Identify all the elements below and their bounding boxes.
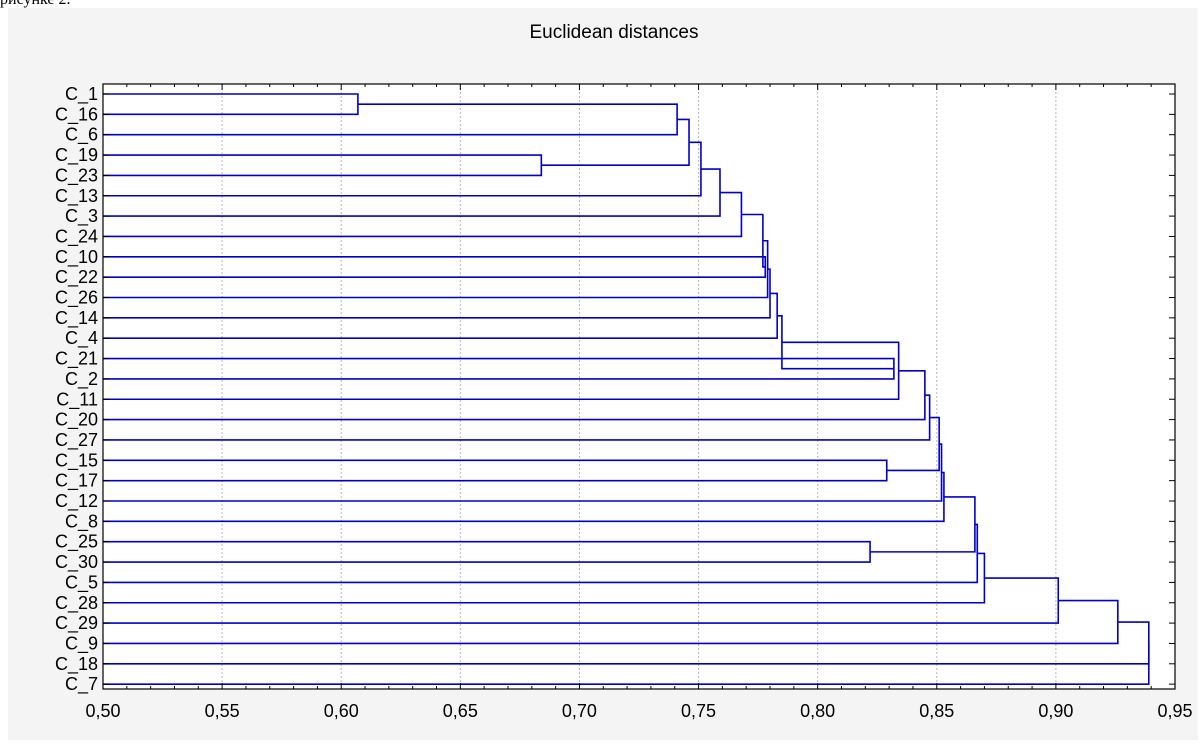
dendrogram-chart: Euclidean distances C_1C_16C_6C_19C_23C_… <box>8 8 1198 740</box>
leaf-label: C_8 <box>65 511 98 532</box>
leaf-label: C_28 <box>55 593 98 614</box>
page-text-fragment: рисунке 2. <box>0 0 71 9</box>
x-tick-label: 0,95 <box>1157 701 1192 721</box>
dendrogram-link <box>103 443 943 502</box>
leaf-label: C_30 <box>55 552 98 573</box>
dendrogram-link <box>103 642 1150 685</box>
leaf-label: C_10 <box>55 247 98 268</box>
leaf-label: C_12 <box>55 491 98 512</box>
plot-area <box>103 84 1175 689</box>
leaf-label: C_11 <box>56 389 98 410</box>
dendrogram-links <box>103 93 1150 685</box>
x-tick-label: 0,75 <box>681 701 716 721</box>
axis-ticks <box>102 84 1176 689</box>
leaf-label: C_24 <box>55 226 98 247</box>
x-tick-label: 0,85 <box>919 701 954 721</box>
plot-frame <box>102 83 1176 690</box>
dendrogram-link <box>103 256 767 278</box>
dendrogram-link <box>777 315 894 370</box>
leaf-label: C_3 <box>65 206 98 227</box>
x-tick-labels: 0,50 0,55 0,60 0,65 0,70 0,75 0,80 0,85 0,90 0,95 <box>85 701 1192 721</box>
leaf-label: C_4 <box>65 328 98 349</box>
x-tick-label: 0,60 <box>324 701 359 721</box>
x-tick-label: 0,80 <box>800 701 835 721</box>
leaf-label: C_2 <box>65 369 98 390</box>
dendrogram-link <box>103 357 895 380</box>
leaf-label: C_1 <box>65 84 98 105</box>
leaf-label: C_9 <box>65 633 98 654</box>
dendrogram-figure: Euclidean distances C_1 C_16 C_6 C_19 C_23 C_… <box>8 8 1198 740</box>
leaf-label: C_25 <box>55 532 98 553</box>
leaf-label: C_15 <box>55 450 98 471</box>
dendrogram-link <box>103 577 1060 624</box>
x-tick-label: 0,55 <box>205 701 240 721</box>
leaf-label: C_21 <box>55 349 98 370</box>
leaf-label: C_6 <box>65 125 98 146</box>
x-tick-label: 0,65 <box>443 701 478 721</box>
leaf-label: C_20 <box>55 410 98 431</box>
leaf-label: C_19 <box>55 145 98 166</box>
chart-title: Euclidean distances <box>530 22 699 43</box>
leaf-label: C_7 <box>65 674 98 695</box>
leaf-label: C_14 <box>55 308 98 329</box>
leaf-label: C_5 <box>65 572 98 593</box>
dendrogram-link <box>103 471 945 523</box>
dendrogram-link <box>103 459 888 482</box>
leaf-label: C_16 <box>55 104 98 125</box>
x-tick-label: 0,50 <box>85 701 120 721</box>
leaf-label: C_29 <box>55 613 98 634</box>
leaf-label: C_13 <box>55 186 98 207</box>
dendrogram-link <box>103 268 771 319</box>
leaf-label: C_23 <box>55 165 98 186</box>
grid-lines <box>221 84 1057 689</box>
x-tick-label: 0,70 <box>562 701 597 721</box>
dendrogram-link <box>103 341 900 401</box>
leaf-label: C_18 <box>55 654 98 675</box>
dendrogram-link <box>870 496 976 553</box>
leaf-label: C_17 <box>55 471 98 492</box>
leaf-label: C_22 <box>55 267 98 288</box>
x-tick-label: 0,90 <box>1038 701 1073 721</box>
leaf-label: C_27 <box>55 430 98 451</box>
dendrogram-link <box>103 552 986 604</box>
leaf-label: C_26 <box>55 288 98 309</box>
dendrogram-link <box>103 394 931 441</box>
leaf-labels: C_1C_16C_6C_19C_23C_13C_3C_24C_10C_22C_2… <box>55 84 98 695</box>
